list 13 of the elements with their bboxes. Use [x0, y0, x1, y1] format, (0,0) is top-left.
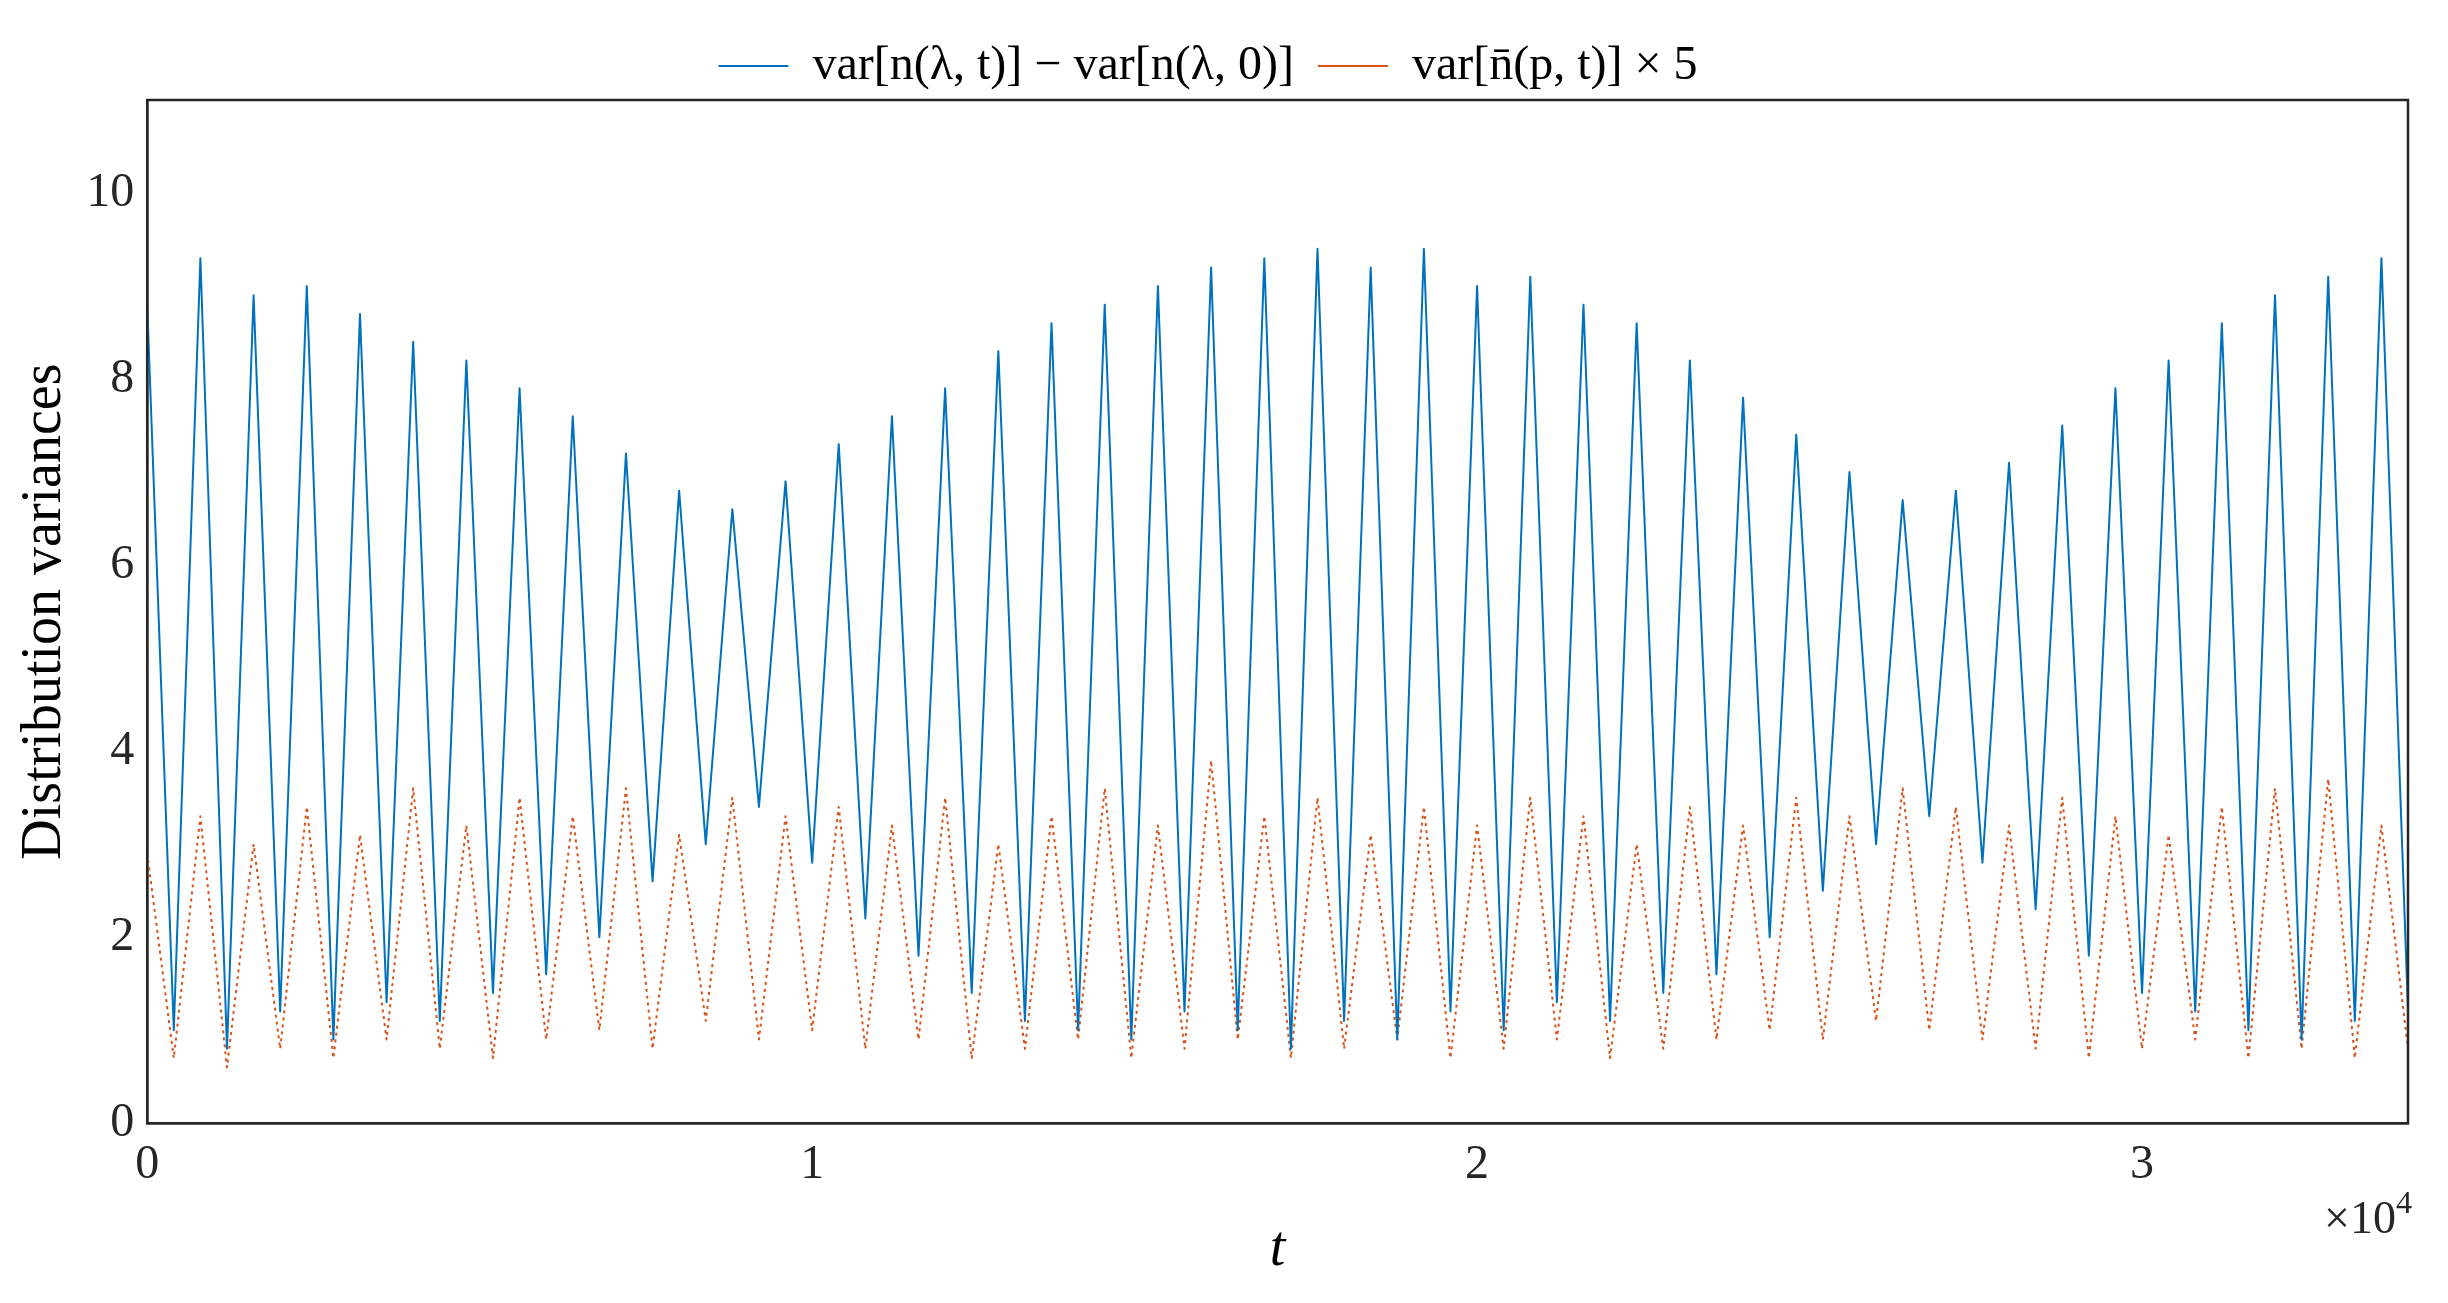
legend-label: var[n(λ, t)] − var[n(λ, 0)] — [812, 35, 1294, 90]
y-tick-label: 6 — [110, 534, 135, 588]
y-tick-label: 8 — [110, 348, 135, 402]
x-axis-title: t — [1269, 1215, 1287, 1278]
x-tick-label: 2 — [1465, 1134, 1490, 1188]
x-tick-label: 3 — [2130, 1134, 2155, 1188]
legend-label: var[n̄(p, t)] × 5 — [1411, 35, 1698, 90]
y-tick-label: 10 — [86, 162, 135, 216]
y-tick-label: 2 — [110, 906, 135, 960]
x-tick-label: 1 — [800, 1134, 825, 1188]
y-tick-label: 0 — [110, 1092, 135, 1146]
y-tick-label: 4 — [110, 720, 135, 774]
y-axis-title: Distribution variances — [10, 363, 73, 860]
